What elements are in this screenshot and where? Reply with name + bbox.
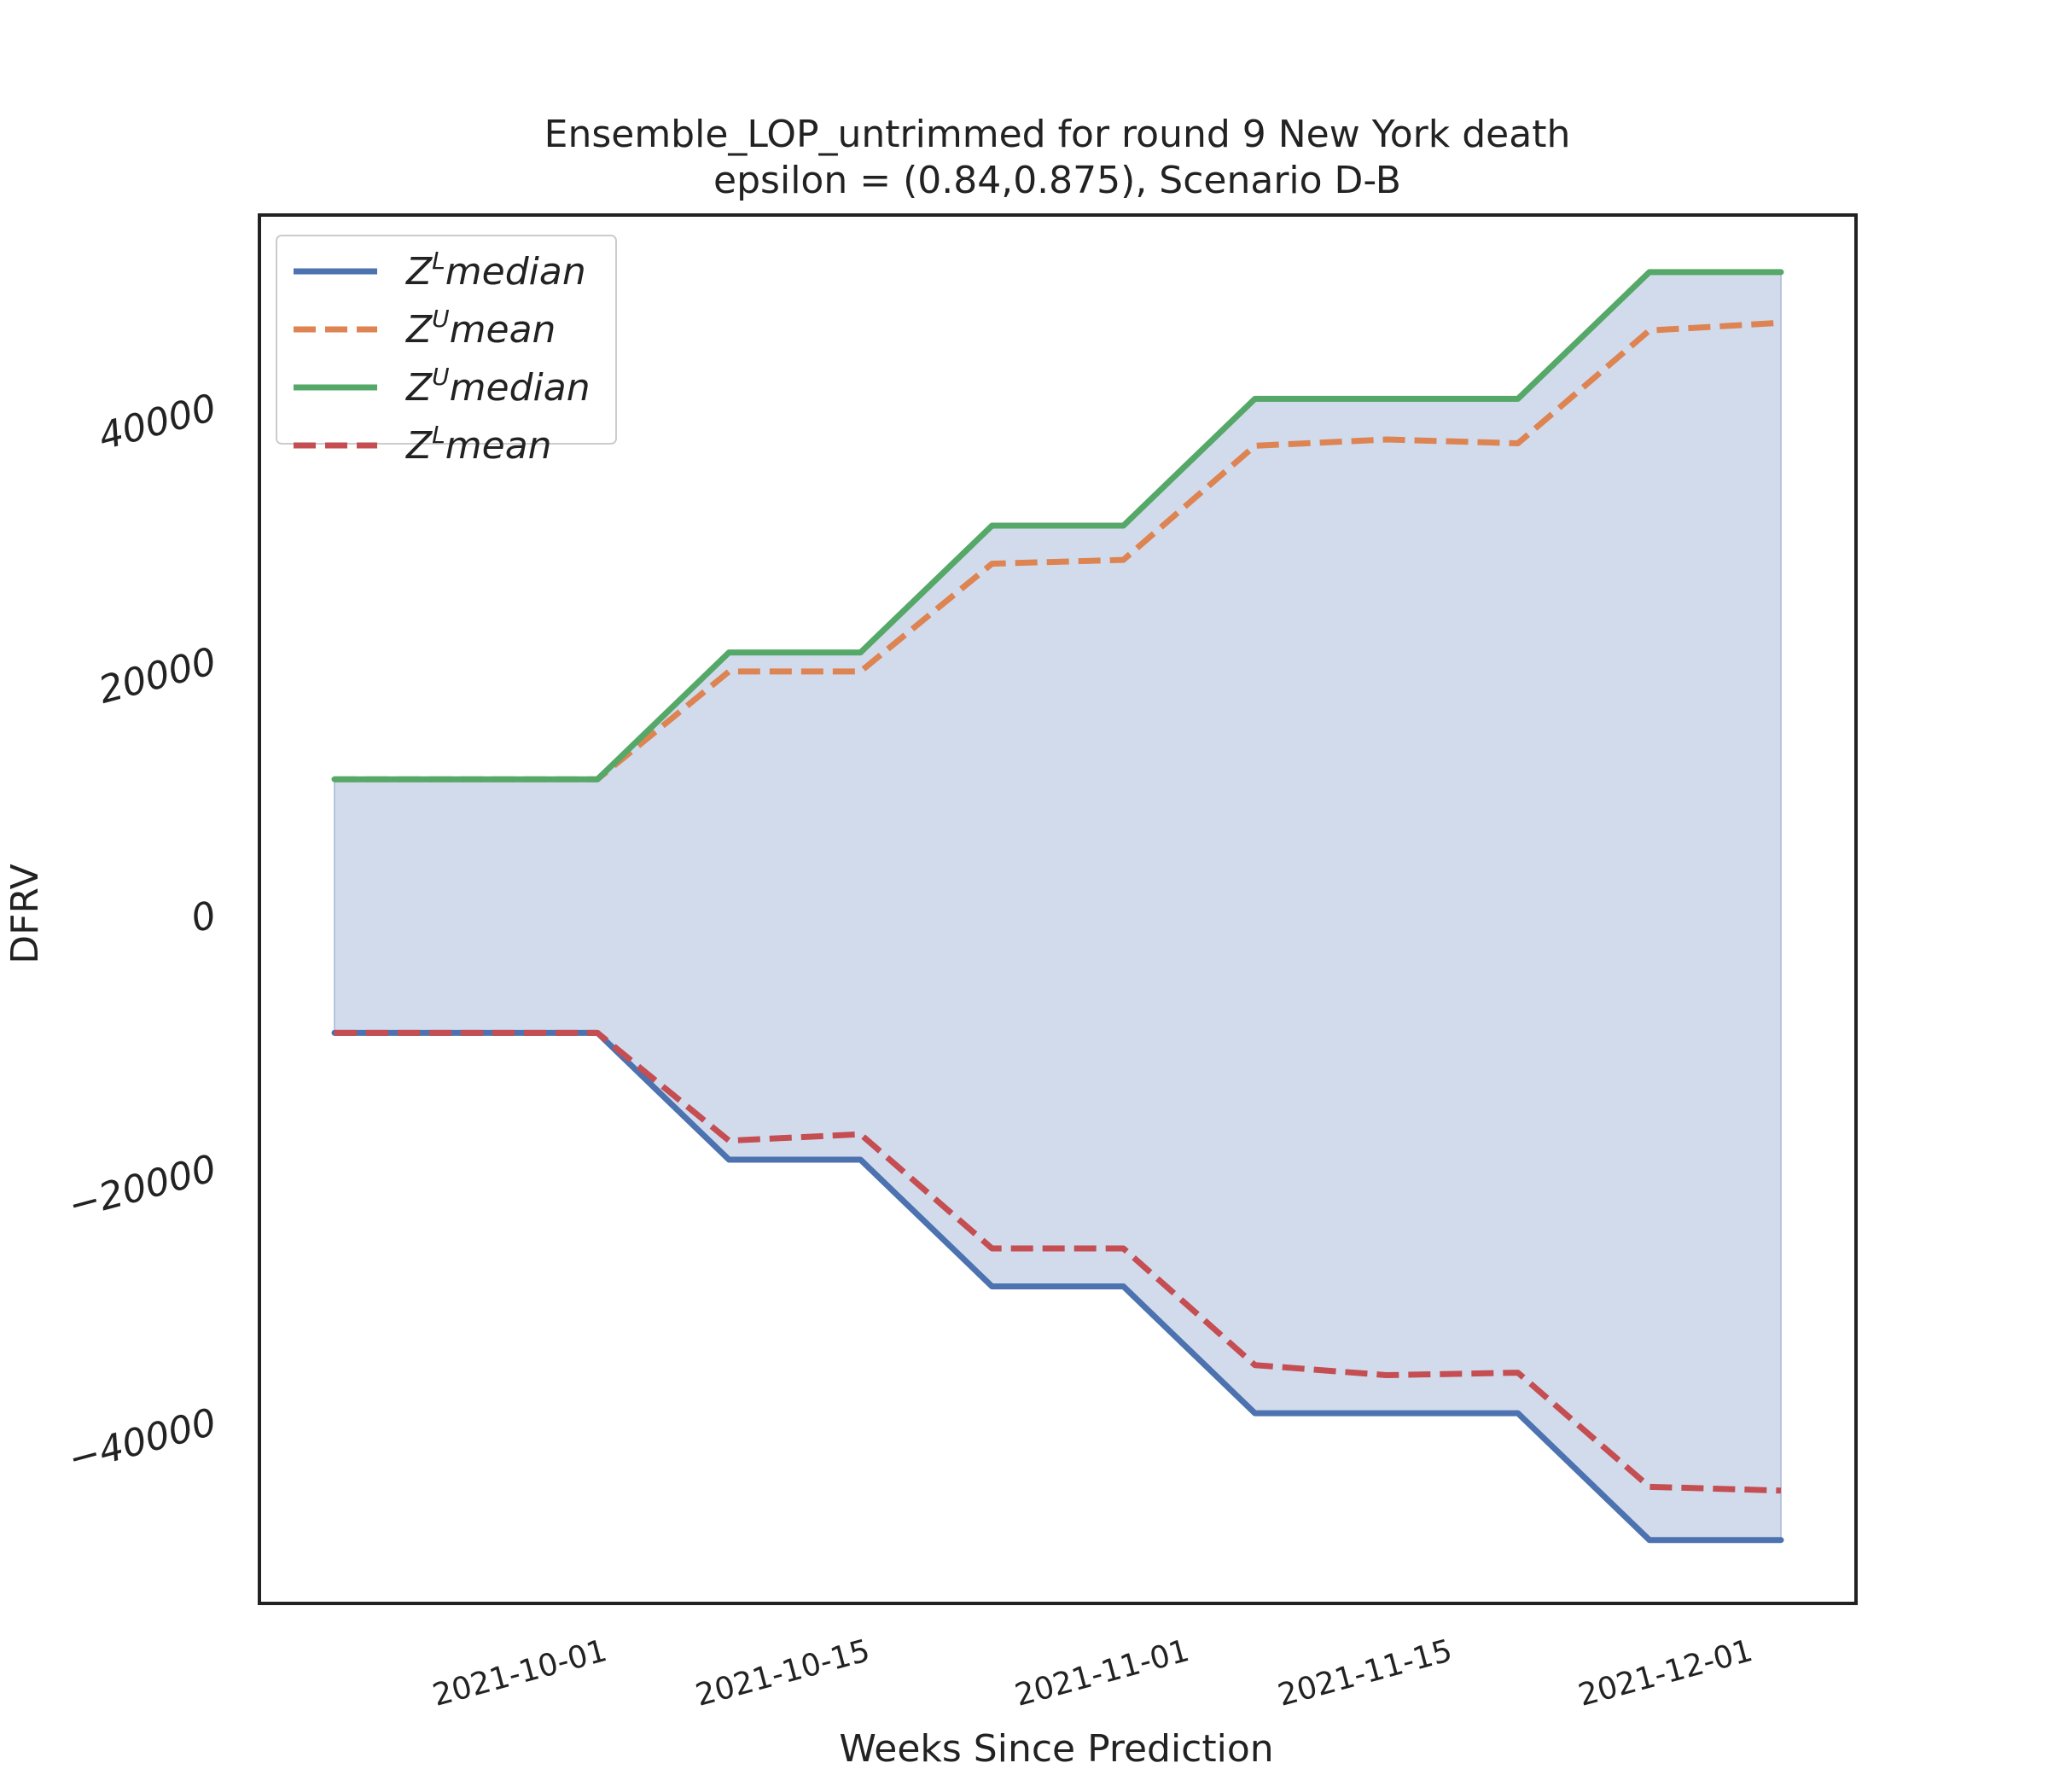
legend-label-0: ZLmedian bbox=[405, 247, 586, 294]
x-tick-label-4: 2021-12-01 bbox=[1575, 1633, 1757, 1713]
y-tick-label-4: 40000 bbox=[94, 386, 220, 458]
x-tick-labels: 2021-10-01 2021-10-15 2021-11-01 2021-11-15… bbox=[429, 1633, 1756, 1713]
x-tick-label-2: 2021-11-01 bbox=[1011, 1633, 1193, 1713]
plot-frame bbox=[258, 213, 1858, 1605]
legend: ZLmedian ZUmean ZUmedian ZLmean bbox=[276, 235, 617, 468]
x-tick-label-3: 2021-11-15 bbox=[1274, 1633, 1456, 1713]
legend-box bbox=[276, 235, 617, 445]
plot-area bbox=[331, 269, 1784, 1544]
y-axis-label: DFRV bbox=[3, 864, 47, 963]
series-line-2 bbox=[331, 269, 1784, 783]
x-axis-label: Weeks Since Prediction bbox=[839, 1727, 1273, 1771]
legend-items: ZLmedian ZUmean ZUmedian ZLmean bbox=[294, 247, 591, 468]
legend-label-2: ZUmedian bbox=[405, 363, 591, 410]
y-tick-label-1: −20000 bbox=[64, 1147, 221, 1228]
legend-label-3: ZLmean bbox=[405, 421, 552, 468]
x-tick-label-1: 2021-10-15 bbox=[692, 1633, 874, 1713]
series-group bbox=[331, 269, 1784, 1544]
y-tick-label-3: 20000 bbox=[94, 639, 220, 712]
chart-subtitle: epsilon = (0.84,0.875), Scenario D-B bbox=[713, 159, 1401, 202]
series-line-3 bbox=[335, 1029, 1782, 1494]
x-tick-label-0: 2021-10-01 bbox=[429, 1633, 611, 1713]
y-tick-label-0: −40000 bbox=[64, 1400, 221, 1481]
y-tick-label-2: 0 bbox=[187, 893, 221, 942]
legend-label-1: ZUmean bbox=[405, 305, 556, 352]
y-tick-labels: −40000 −20000 0 20000 40000 bbox=[64, 386, 221, 1481]
chart-title: Ensemble_LOP_untrimmed for round 9 New Y… bbox=[544, 113, 1571, 156]
